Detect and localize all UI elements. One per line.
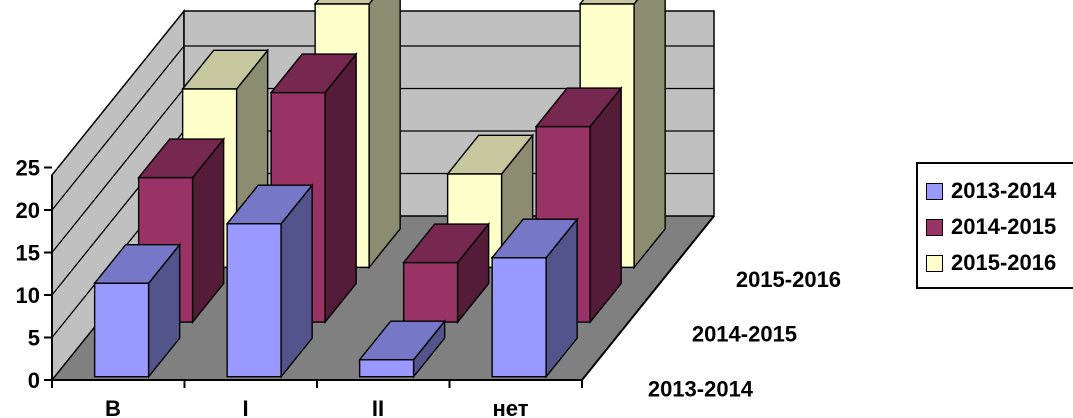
bar	[402, 222, 491, 325]
legend-item: 2013-2014	[926, 176, 1056, 206]
legend-label: 2014-2015	[951, 214, 1057, 239]
y-tick-label: 20	[16, 198, 40, 223]
legend-item: 2015-2016	[926, 248, 1056, 278]
depth-axis-label: 2013-2014	[648, 376, 754, 401]
depth-axis-label: 2014-2015	[692, 322, 797, 347]
x-tick-label: I	[242, 396, 248, 418]
x-axis-categories: В I II нет	[105, 396, 529, 418]
legend-swatch	[926, 218, 943, 236]
chart-axes	[44, 175, 715, 388]
x-tick-label: II	[372, 396, 384, 418]
bar	[358, 319, 447, 379]
x-tick-label: нет	[492, 396, 528, 418]
y-tick-label: 0	[28, 368, 40, 393]
bar	[490, 217, 579, 379]
y-tick-label: 5	[28, 326, 40, 351]
bar	[225, 183, 314, 379]
y-tick-label: 15	[16, 241, 40, 266]
legend-swatch	[926, 182, 943, 200]
depth-axis-label: 2015-2016	[736, 267, 841, 292]
chart-bars	[93, 0, 666, 379]
bar	[93, 242, 182, 379]
y-tick-label: 25	[16, 156, 40, 181]
y-axis-ticks: 0 5 10 15 20 25	[16, 156, 52, 393]
gridline	[51, 45, 714, 211]
depth-axis-labels: 2013-2014 2014-2015 2015-2016	[648, 267, 841, 401]
legend-item: 2014-2015	[926, 212, 1056, 242]
x-tick-label: В	[105, 396, 121, 418]
legend-label: 2013-2014	[951, 178, 1057, 203]
y-tick-label: 10	[16, 283, 40, 308]
legend-label: 2015-2016	[951, 250, 1057, 275]
legend-swatch	[926, 254, 943, 272]
legend: 2013-2014 2014-2015 2015-2016	[916, 162, 1073, 289]
